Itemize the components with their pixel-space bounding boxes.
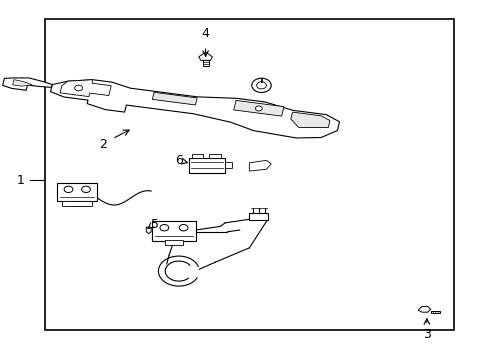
Text: 6: 6 — [175, 154, 183, 167]
Polygon shape — [202, 60, 208, 66]
Polygon shape — [256, 85, 266, 89]
Circle shape — [179, 225, 187, 231]
Circle shape — [255, 106, 262, 111]
Polygon shape — [249, 160, 271, 171]
Polygon shape — [290, 112, 329, 127]
Bar — [165, 240, 183, 245]
Bar — [249, 212, 267, 220]
Polygon shape — [199, 52, 212, 60]
Circle shape — [75, 85, 82, 91]
Bar — [57, 183, 97, 202]
Circle shape — [160, 225, 168, 231]
Bar — [224, 162, 232, 168]
Bar — [69, 201, 85, 206]
Circle shape — [256, 82, 266, 89]
Polygon shape — [50, 80, 339, 138]
Circle shape — [251, 78, 271, 93]
Polygon shape — [146, 227, 151, 234]
Polygon shape — [233, 100, 284, 116]
Bar — [45, 19, 453, 330]
Bar — [152, 221, 196, 241]
Text: 1: 1 — [17, 174, 25, 186]
Polygon shape — [152, 92, 197, 105]
Text: 5: 5 — [150, 218, 158, 231]
Bar — [191, 154, 203, 158]
Bar — [62, 201, 92, 206]
Circle shape — [64, 186, 73, 193]
Polygon shape — [60, 80, 111, 96]
Text: 3: 3 — [422, 328, 430, 341]
Polygon shape — [430, 311, 440, 313]
Text: 2: 2 — [100, 138, 107, 151]
Polygon shape — [13, 80, 32, 86]
Bar — [188, 158, 224, 173]
Circle shape — [81, 186, 90, 193]
Text: 4: 4 — [201, 27, 209, 40]
Bar — [209, 154, 221, 158]
Polygon shape — [417, 306, 430, 312]
Polygon shape — [2, 78, 52, 90]
